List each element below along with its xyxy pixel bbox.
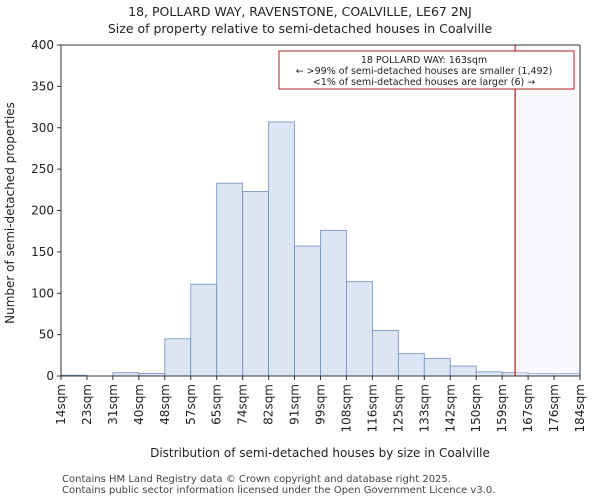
annotation-box: 18 POLLARD WAY: 163sqm ← >99% of semi-de…	[278, 50, 575, 90]
annotation-border	[278, 50, 575, 90]
x-tick-label-91sqm: 91sqm	[288, 384, 302, 425]
bar-133sqm	[423, 358, 451, 377]
bar-48sqm	[164, 338, 192, 377]
x-tick-label-176sqm: 176sqm	[547, 384, 561, 432]
y-tick-label-50: 50	[39, 328, 54, 342]
x-tick-label-125sqm: 125sqm	[391, 384, 405, 432]
highlight-layer	[515, 45, 580, 376]
x-tick-label-116sqm: 116sqm	[365, 384, 379, 432]
bar-142sqm	[449, 365, 477, 377]
y-axis-label: Number of semi-detached properties	[3, 102, 17, 324]
x-tick-label-150sqm: 150sqm	[469, 384, 483, 432]
bar-99sqm	[320, 229, 347, 377]
x-tick-label-40sqm: 40sqm	[132, 384, 146, 425]
y-tick-label-200: 200	[31, 204, 54, 218]
footer-line-2: Contains public sector information licen…	[62, 485, 496, 496]
bar-91sqm	[294, 245, 321, 377]
bar-150sqm	[475, 371, 503, 377]
bar-57sqm	[190, 283, 218, 377]
bar-65sqm	[216, 182, 244, 377]
bar-82sqm	[268, 121, 295, 377]
annotation-smaller: ← >99% of semi-detached houses are small…	[296, 66, 553, 77]
bar-74sqm	[242, 191, 269, 377]
annotation-larger: <1% of semi-detached houses are larger (…	[313, 77, 535, 88]
x-tick-label-108sqm: 108sqm	[339, 384, 353, 432]
bar-116sqm	[371, 330, 399, 377]
x-tick-label-142sqm: 142sqm	[443, 384, 457, 432]
chart-title: 18, POLLARD WAY, RAVENSTONE, COALVILLE, …	[128, 4, 472, 19]
x-tick-label-48sqm: 48sqm	[158, 384, 172, 425]
x-tick-label-82sqm: 82sqm	[262, 384, 276, 425]
y-tick-label-300: 300	[31, 121, 54, 135]
y-tick-label-150: 150	[31, 245, 54, 259]
x-tick-label-65sqm: 65sqm	[210, 384, 224, 425]
y-ticks: 0 50 100 150 200 250 300 350 400	[31, 38, 61, 383]
x-tick-label-159sqm: 159sqm	[495, 384, 509, 432]
x-tick-label-99sqm: 99sqm	[314, 384, 328, 425]
x-tick-label-31sqm: 31sqm	[106, 384, 120, 425]
chart-subtitle: Size of property relative to semi-detach…	[107, 21, 493, 36]
chart-plot: 0 50 100 150 200 250 300 350 400 14sqm 23sqm 31sqm…	[3, 38, 587, 460]
annotation-label: 18 POLLARD WAY: 163sqm	[361, 55, 487, 66]
x-ticks: 14sqm 23sqm 31sqm 40sqm 48sqm 57sqm 65sqm 74sqm…	[54, 376, 587, 432]
bar-125sqm	[397, 353, 425, 377]
bars-layer	[60, 121, 581, 377]
y-tick-label-350: 350	[31, 79, 54, 93]
x-tick-label-167sqm: 167sqm	[521, 384, 535, 432]
y-tick-label-250: 250	[31, 162, 54, 176]
x-tick-label-14sqm: 14sqm	[54, 384, 68, 425]
x-tick-label-184sqm: 184sqm	[573, 384, 587, 432]
x-tick-label-23sqm: 23sqm	[80, 384, 94, 425]
x-axis-label: Distribution of semi-detached houses by …	[150, 446, 490, 460]
y-tick-label-0: 0	[46, 369, 54, 383]
footer-line-1: Contains HM Land Registry data © Crown c…	[62, 474, 451, 485]
x-tick-label-74sqm: 74sqm	[236, 384, 250, 425]
bar-108sqm	[346, 281, 373, 377]
y-tick-label-100: 100	[31, 286, 54, 300]
y-tick-label-400: 400	[31, 38, 54, 52]
x-tick-label-57sqm: 57sqm	[184, 384, 198, 425]
larger-region-shade	[515, 45, 580, 376]
x-tick-label-133sqm: 133sqm	[417, 384, 431, 432]
